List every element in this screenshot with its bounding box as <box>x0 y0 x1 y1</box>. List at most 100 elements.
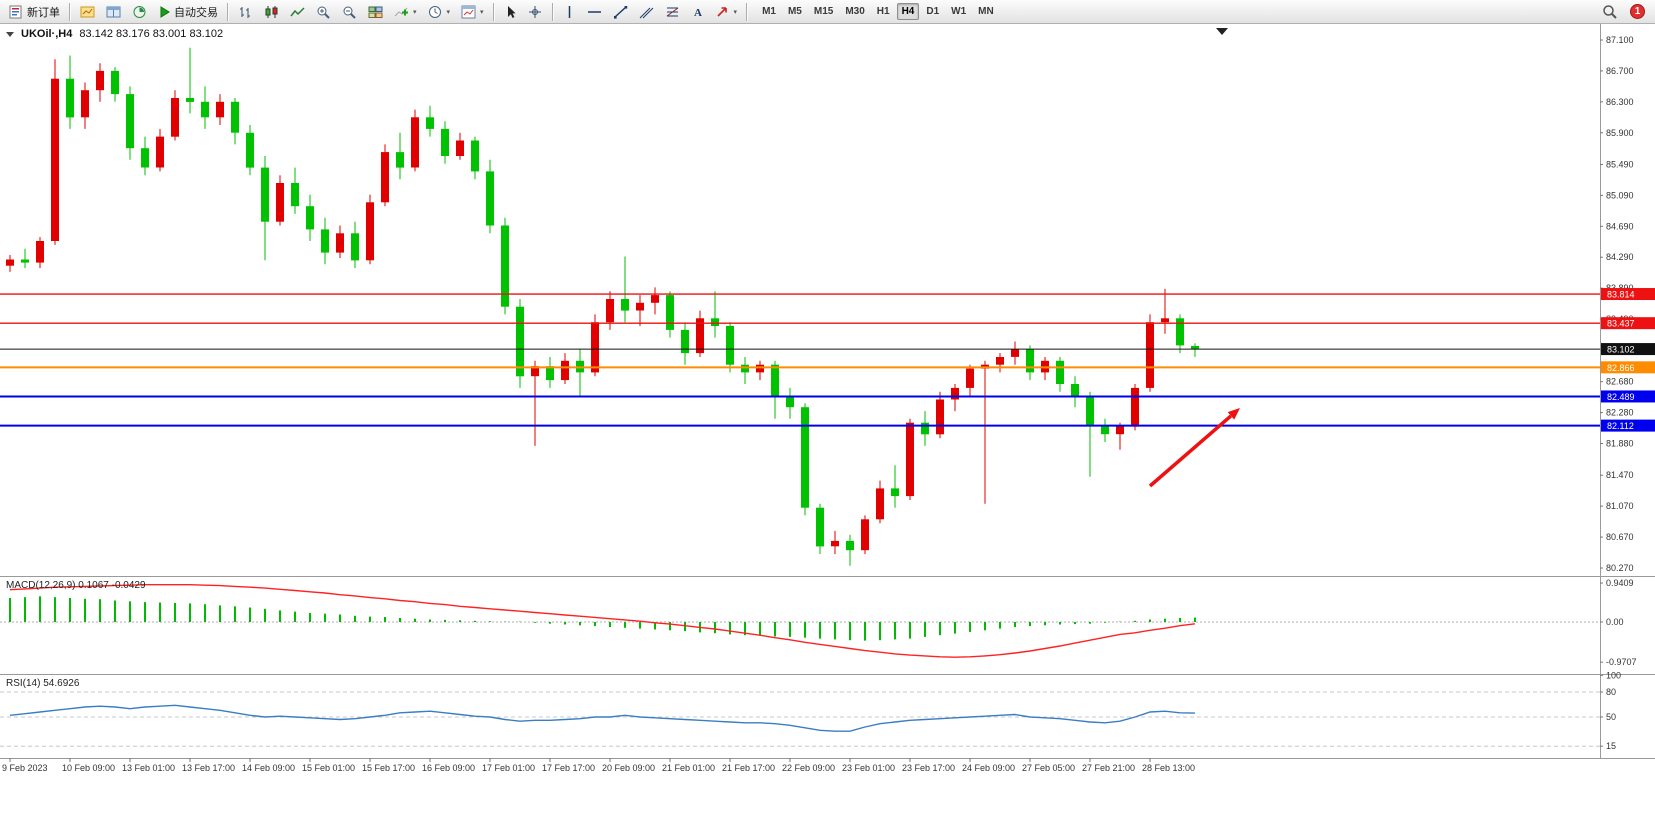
timeframe-button-m5[interactable]: M5 <box>787 6 802 17</box>
horizontal-line-tool-button[interactable] <box>582 2 607 22</box>
new-order-icon <box>9 5 24 19</box>
arrows-tool-button[interactable]: ▾ <box>710 2 743 22</box>
svg-text:80.670: 80.670 <box>1606 532 1634 542</box>
bar-chart-mode-button[interactable] <box>233 2 258 22</box>
text-tool-button[interactable]: A <box>686 2 709 22</box>
clock-icon <box>428 5 443 19</box>
candle-body <box>171 98 179 137</box>
candle-body <box>1101 426 1109 435</box>
autotrade-label: 自动交易 <box>174 6 218 19</box>
svg-text:-0.9707: -0.9707 <box>1606 657 1637 667</box>
candle-body <box>276 183 284 222</box>
channel-tool-button[interactable] <box>634 2 659 22</box>
new-order-button[interactable]: 新订单 <box>4 2 65 22</box>
timeframe-button-h4[interactable]: H4 <box>896 3 920 20</box>
svg-text:81.470: 81.470 <box>1606 470 1634 480</box>
svg-text:83.437: 83.437 <box>1607 319 1635 329</box>
price-tag-82.112 <box>1601 419 1655 432</box>
symbol-dropdown-icon[interactable] <box>6 31 14 37</box>
time-axis-label: 15 Feb 01:00 <box>302 763 355 773</box>
candle-body <box>36 241 44 263</box>
time-axis-label: 16 Feb 09:00 <box>422 763 475 773</box>
autotrade-icon <box>158 5 171 19</box>
line-chart-mode-button[interactable] <box>285 2 310 22</box>
market-watch-button[interactable] <box>75 2 100 22</box>
trend-arrow[interactable] <box>1148 414 1233 488</box>
chart-title: UKOil·,H4 83.142 83.176 83.001 83.102 <box>6 28 223 40</box>
candlestick-mode-button[interactable] <box>259 2 284 22</box>
svg-text:81.880: 81.880 <box>1606 439 1634 449</box>
candle-body <box>486 171 494 226</box>
candle-body <box>591 322 599 373</box>
candle-body <box>996 357 1004 365</box>
fibonacci-tool-button[interactable] <box>660 2 685 22</box>
chart-window[interactable]: 87.100 86.700 86.300 85.900 85.490 85.090 84.6… <box>0 24 1655 827</box>
price-tag-83.102 <box>1601 343 1655 356</box>
periods-button[interactable]: ▾ <box>423 2 456 22</box>
candle-body <box>1116 426 1124 435</box>
time-axis-label: 23 Feb 01:00 <box>842 763 895 773</box>
indicators-button[interactable]: ▾ <box>389 2 422 22</box>
template-icon <box>461 5 476 19</box>
svg-text:84.690: 84.690 <box>1606 221 1634 231</box>
tile-windows-button[interactable] <box>363 2 388 22</box>
vertical-line-icon <box>563 5 576 19</box>
candle-body <box>81 90 89 118</box>
svg-text:81.070: 81.070 <box>1606 501 1634 511</box>
candle-body <box>546 366 554 381</box>
data-window-button[interactable] <box>101 2 126 22</box>
scroll-position-marker[interactable] <box>1216 28 1228 35</box>
candle-body <box>456 140 464 156</box>
time-axis-label: 13 Feb 01:00 <box>122 763 175 773</box>
candle-body <box>411 117 419 168</box>
chart-symbol-label: UKOil·,H4 <box>21 28 73 40</box>
market-watch-icon <box>80 5 95 19</box>
candle-body <box>1191 346 1199 350</box>
candle-body <box>396 152 404 168</box>
timeframe-button-d1[interactable]: D1 <box>926 6 940 17</box>
navigator-button[interactable] <box>127 2 152 22</box>
svg-text:0.00: 0.00 <box>1606 617 1624 627</box>
timeframe-button-mn[interactable]: MN <box>978 6 994 17</box>
candle-body <box>561 360 569 381</box>
price-chart[interactable]: 87.100 86.700 86.300 85.900 85.490 85.090 84.6… <box>0 24 1655 827</box>
crosshair-button[interactable] <box>523 2 548 22</box>
zoom-out-button[interactable] <box>337 2 362 22</box>
timeframe-button-m1[interactable]: M1 <box>762 6 776 17</box>
candle-body <box>816 507 824 547</box>
notification-badge[interactable]: 1 <box>1630 4 1645 19</box>
candle-body <box>156 136 164 168</box>
timeframe-button-m15[interactable]: M15 <box>813 6 834 17</box>
autotrade-button[interactable]: 自动交易 <box>153 2 223 22</box>
timeframe-button-h1[interactable]: H1 <box>876 6 890 17</box>
candle-body <box>246 132 254 168</box>
vertical-line-tool-button[interactable] <box>558 2 581 22</box>
time-axis-label: 9 Feb 2023 <box>2 763 48 773</box>
toolbar-separator <box>227 2 229 21</box>
cursor-button[interactable] <box>499 2 522 22</box>
cursor-icon <box>504 5 517 19</box>
svg-text:82.489: 82.489 <box>1607 392 1635 402</box>
templates-button[interactable]: ▾ <box>456 2 489 22</box>
svg-text:80.270: 80.270 <box>1606 563 1634 573</box>
indicators-icon <box>394 5 409 19</box>
zoom-in-button[interactable] <box>311 2 336 22</box>
search-button[interactable] <box>1597 2 1623 22</box>
time-axis-label: 27 Feb 05:00 <box>1022 763 1075 773</box>
trendline-tool-button[interactable] <box>608 2 633 22</box>
price-tag-82.489 <box>1601 390 1655 403</box>
horizontal-line-icon <box>587 5 602 19</box>
time-axis-label: 22 Feb 09:00 <box>782 763 835 773</box>
time-axis-label: 21 Feb 01:00 <box>662 763 715 773</box>
time-axis-label: 27 Feb 21:00 <box>1082 763 1135 773</box>
candle-body <box>471 140 479 172</box>
timeframe-button-w1[interactable]: W1 <box>951 6 967 17</box>
candle-body <box>1086 395 1094 427</box>
chevron-down-icon: ▾ <box>413 8 417 16</box>
candle-body <box>651 295 659 303</box>
svg-text:86.300: 86.300 <box>1606 97 1634 107</box>
timeframe-button-m30[interactable]: M30 <box>845 6 865 17</box>
zoom-out-icon <box>342 5 357 19</box>
candle-body <box>6 259 14 266</box>
price-tag-83.437 <box>1601 317 1655 330</box>
